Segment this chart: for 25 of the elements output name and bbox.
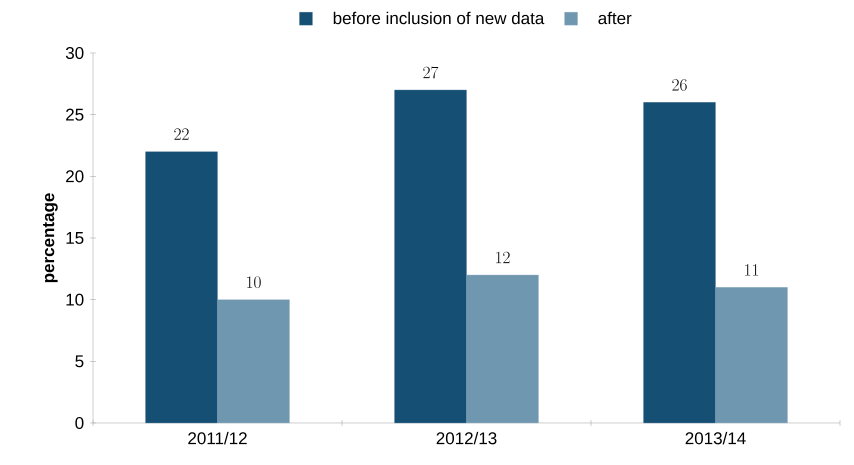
bar xyxy=(715,287,788,424)
legend-label: after xyxy=(598,12,632,24)
y-tick-label: 30 xyxy=(66,46,84,60)
bar xyxy=(217,299,290,424)
y-tick-label: 15 xyxy=(66,232,84,244)
y-tick-label: 20 xyxy=(66,170,84,182)
bar xyxy=(466,274,539,424)
y-tick-label: 25 xyxy=(66,108,84,121)
legend-label: before inclusion of new data xyxy=(334,12,544,24)
data-label: 26 xyxy=(672,79,687,91)
y-axis-title: percentage xyxy=(43,193,58,282)
bar xyxy=(394,90,467,424)
y-tick-label: 10 xyxy=(66,294,84,306)
x-tick-label: 2011/12 xyxy=(188,432,247,444)
x-tick-label: 2012/13 xyxy=(436,432,496,444)
y-tick-label: 5 xyxy=(75,355,84,368)
bar xyxy=(643,102,716,424)
x-tick-label: 2013/14 xyxy=(686,432,746,444)
data-label: 10 xyxy=(247,276,261,288)
data-label: 12 xyxy=(496,252,510,264)
data-label: 11 xyxy=(745,264,758,276)
bar xyxy=(145,151,218,424)
data-label: 22 xyxy=(174,128,189,140)
data-label: 27 xyxy=(423,66,438,78)
y-tick-label: 0 xyxy=(75,416,84,430)
